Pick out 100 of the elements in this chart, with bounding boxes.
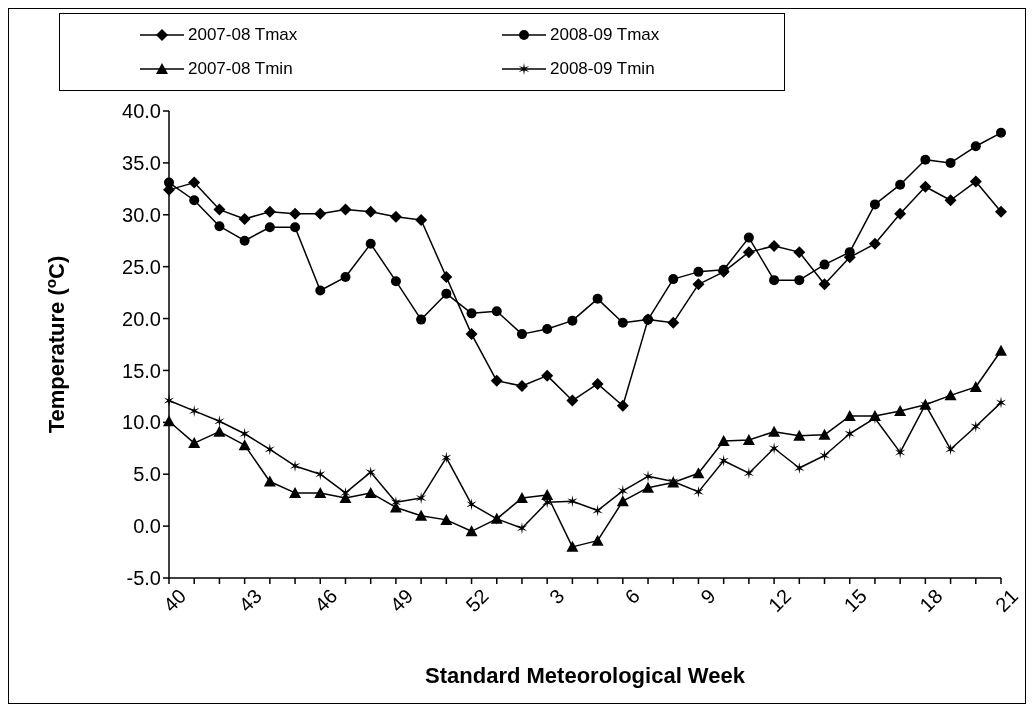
point bbox=[793, 246, 806, 259]
point bbox=[188, 437, 201, 449]
point bbox=[894, 207, 907, 220]
legend-label: 2008-09 Tmin bbox=[550, 59, 655, 79]
x-tick-label: 6 bbox=[620, 584, 645, 609]
y-tick-label: 40.0 bbox=[122, 100, 161, 123]
legend-label: 2008-09 Tmax bbox=[550, 25, 660, 45]
point bbox=[315, 468, 326, 481]
point bbox=[163, 394, 175, 407]
point bbox=[516, 329, 527, 340]
point bbox=[642, 481, 655, 493]
point bbox=[868, 237, 881, 250]
point bbox=[692, 278, 705, 291]
point bbox=[515, 492, 528, 504]
point bbox=[264, 222, 275, 233]
point bbox=[541, 488, 554, 500]
y-tick-label: 15.0 bbox=[122, 359, 161, 382]
point bbox=[742, 433, 755, 445]
point bbox=[214, 415, 225, 428]
point bbox=[263, 475, 276, 487]
point bbox=[793, 429, 806, 441]
point bbox=[365, 238, 376, 249]
point bbox=[843, 410, 856, 422]
point bbox=[567, 495, 578, 508]
point bbox=[819, 259, 830, 270]
point bbox=[717, 435, 730, 447]
point bbox=[415, 509, 428, 521]
point bbox=[945, 443, 956, 456]
x-tick-label: 9 bbox=[696, 584, 720, 609]
point bbox=[364, 205, 377, 218]
point bbox=[415, 492, 427, 505]
y-tick-label: 0.0 bbox=[133, 515, 161, 538]
point bbox=[591, 377, 604, 390]
point bbox=[920, 154, 931, 165]
point bbox=[542, 323, 553, 334]
point bbox=[693, 266, 704, 277]
x-tick-label: 12 bbox=[764, 584, 796, 616]
point bbox=[970, 141, 981, 152]
point bbox=[818, 278, 831, 291]
point bbox=[743, 467, 755, 480]
point bbox=[466, 498, 477, 511]
x-tick-label: 21 bbox=[990, 584, 1023, 616]
point bbox=[995, 205, 1007, 218]
point bbox=[643, 314, 654, 325]
point bbox=[238, 439, 251, 451]
point bbox=[567, 315, 578, 326]
point bbox=[616, 399, 629, 412]
point bbox=[390, 276, 401, 287]
point bbox=[213, 203, 226, 216]
point bbox=[692, 467, 705, 479]
point bbox=[238, 212, 251, 225]
point bbox=[339, 203, 352, 216]
y-tick-label: 30.0 bbox=[122, 203, 161, 226]
point bbox=[592, 504, 603, 517]
point bbox=[944, 389, 957, 401]
point bbox=[188, 176, 201, 189]
point bbox=[340, 272, 351, 283]
point bbox=[541, 369, 554, 382]
point bbox=[970, 420, 981, 433]
point bbox=[465, 525, 478, 537]
point bbox=[466, 308, 477, 319]
point bbox=[566, 540, 579, 552]
point bbox=[415, 213, 428, 226]
y-tick-label: 20.0 bbox=[122, 307, 161, 330]
point bbox=[768, 442, 780, 455]
point bbox=[718, 454, 729, 467]
point bbox=[894, 404, 907, 416]
point bbox=[315, 285, 326, 296]
point bbox=[314, 486, 327, 498]
point bbox=[440, 271, 453, 284]
point bbox=[819, 449, 830, 462]
point bbox=[969, 175, 982, 188]
point bbox=[189, 404, 200, 417]
point bbox=[591, 534, 604, 546]
y-tick-label: -5.0 bbox=[126, 567, 161, 590]
point bbox=[441, 288, 452, 299]
point bbox=[365, 466, 376, 479]
point bbox=[995, 344, 1007, 356]
point bbox=[213, 425, 226, 437]
point bbox=[491, 306, 502, 317]
y-tick-label: 5.0 bbox=[133, 463, 161, 486]
legend-label: 2007-08 Tmax bbox=[188, 25, 298, 45]
point bbox=[944, 194, 957, 207]
point bbox=[440, 513, 453, 525]
legend-label: 2007-08 Tmin bbox=[188, 59, 293, 79]
point bbox=[668, 274, 679, 285]
point bbox=[742, 246, 755, 259]
point bbox=[465, 328, 478, 341]
point bbox=[969, 381, 982, 393]
point bbox=[869, 199, 880, 210]
point bbox=[289, 486, 302, 498]
point bbox=[566, 394, 579, 407]
point bbox=[290, 222, 301, 233]
point bbox=[617, 484, 629, 497]
point bbox=[818, 428, 831, 440]
point bbox=[794, 462, 805, 474]
point bbox=[768, 425, 781, 437]
point bbox=[794, 275, 805, 286]
x-tick-label: 46 bbox=[310, 584, 342, 616]
point bbox=[894, 446, 906, 459]
